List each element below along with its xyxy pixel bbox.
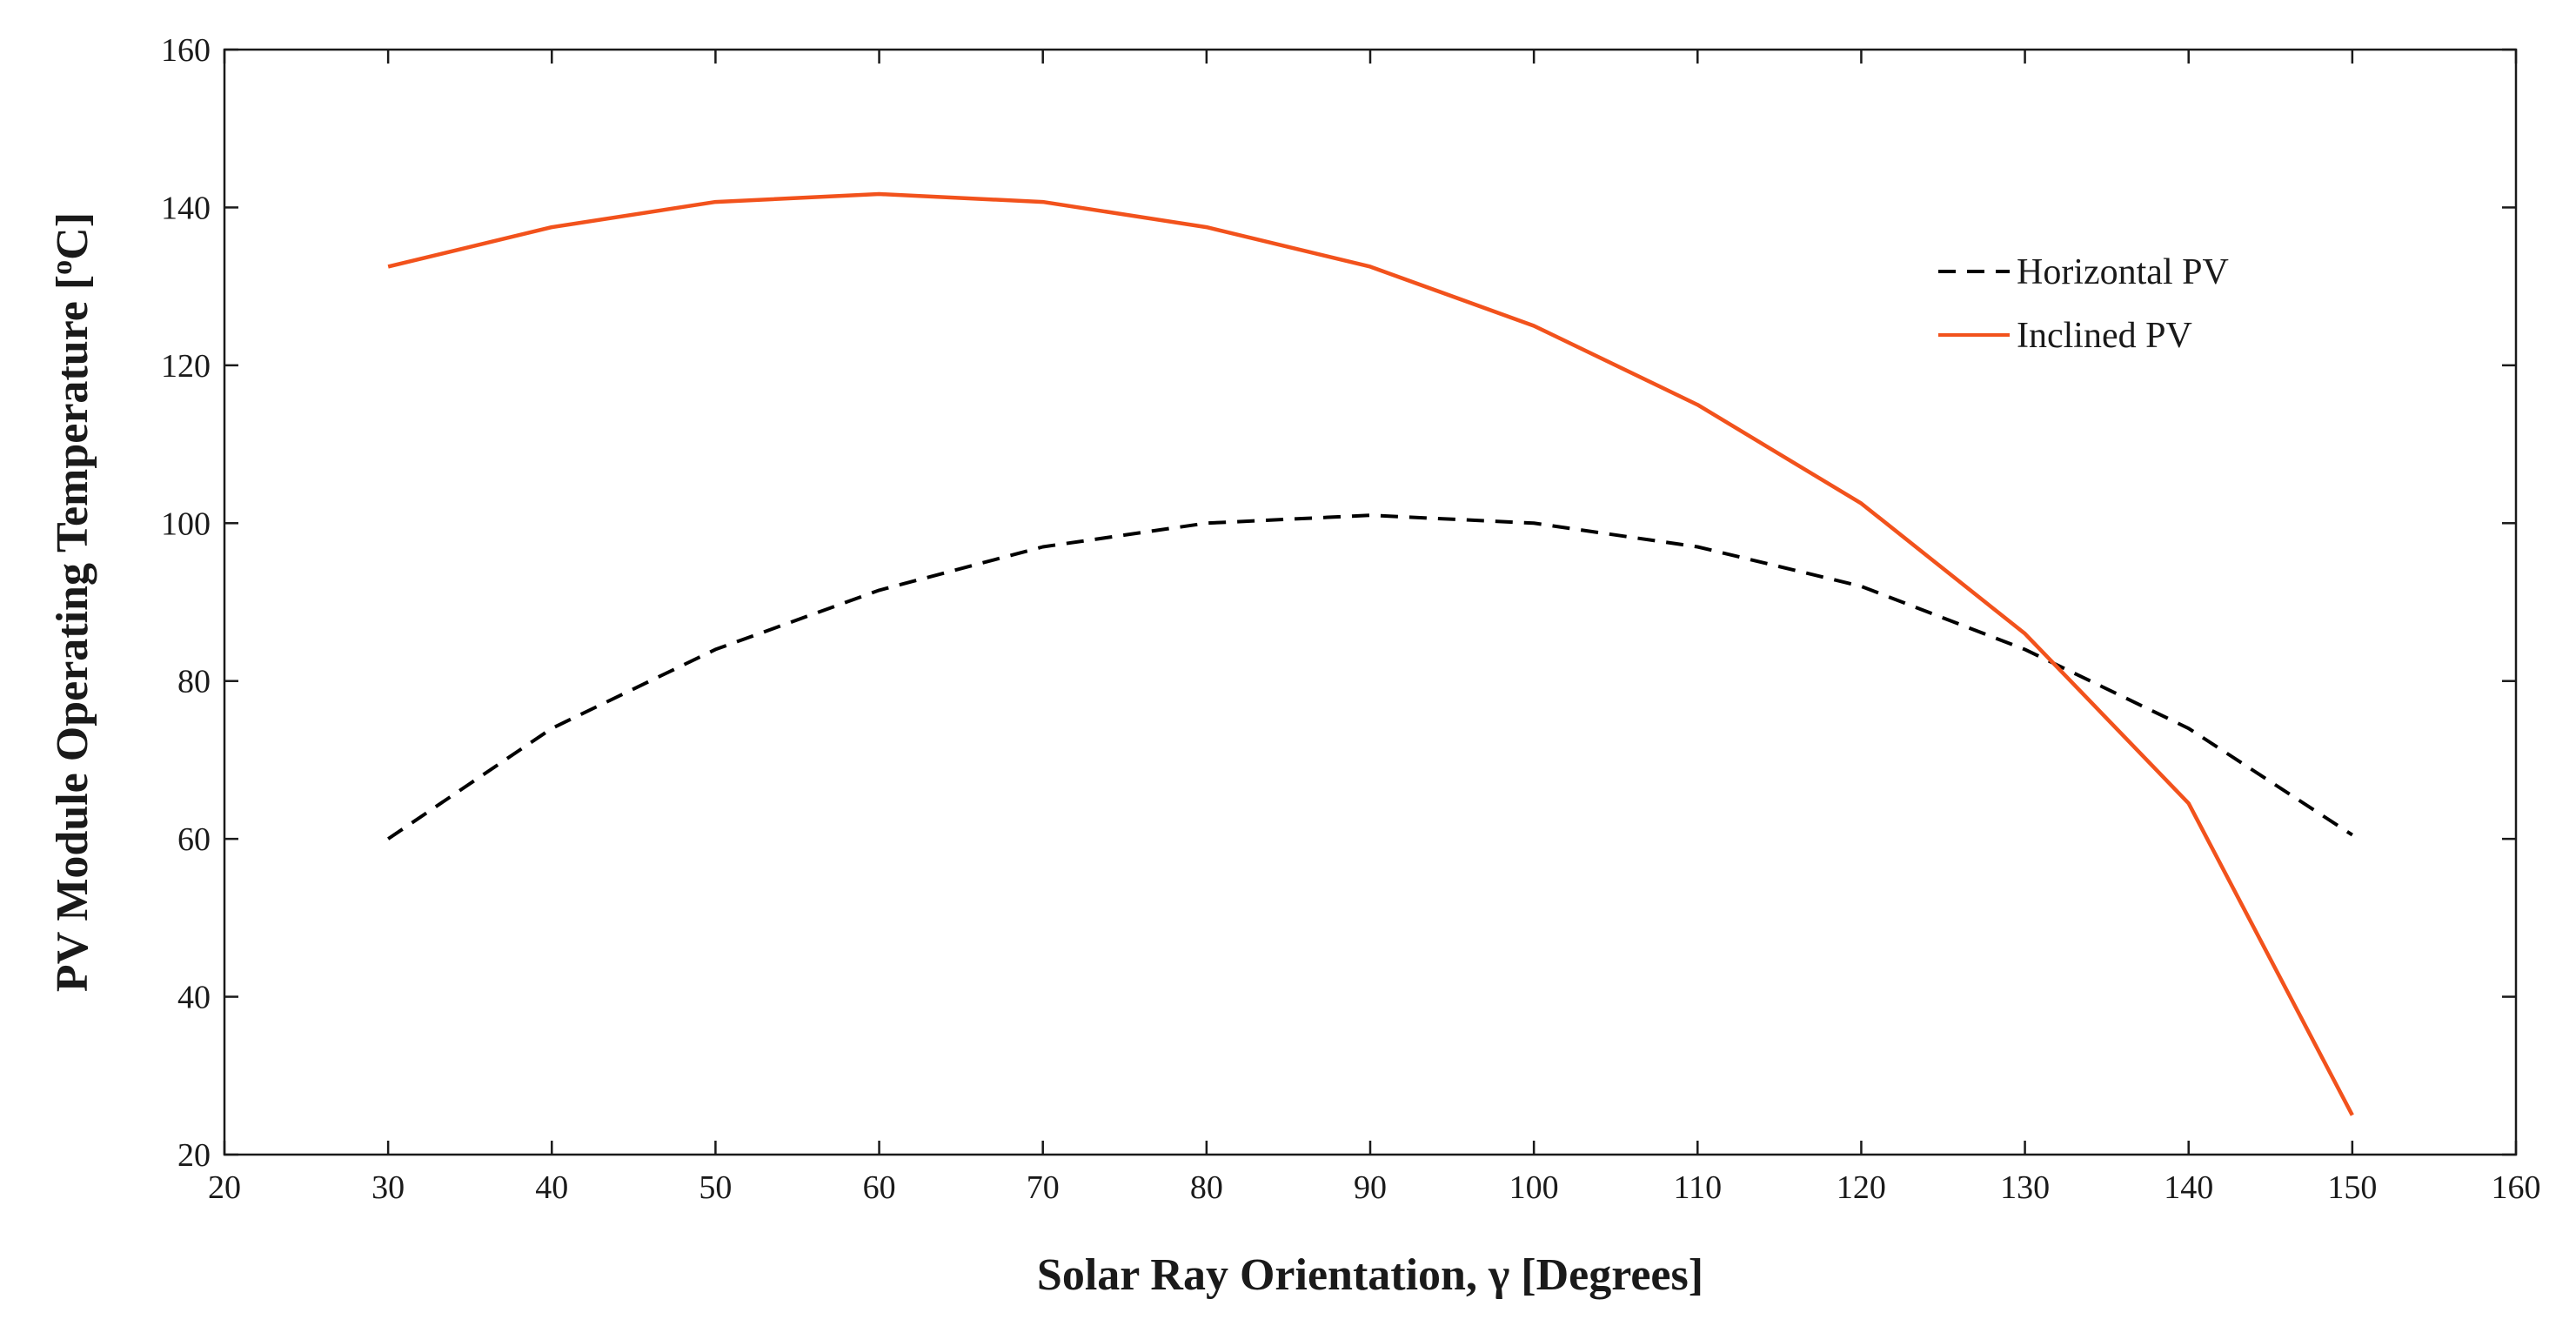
x-tick-label: 140 — [2164, 1169, 2213, 1206]
series-line-inclined-pv — [387, 191, 2354, 1116]
x-tick-label: 130 — [2000, 1169, 2050, 1206]
x-tick-label: 90 — [1354, 1169, 1387, 1206]
axis-ticks — [223, 48, 2518, 1156]
y-tick-label: 80 — [177, 664, 211, 700]
x-tick-label: 160 — [2492, 1169, 2541, 1206]
y-tick-label: 100 — [161, 506, 211, 542]
legend: Horizontal PV Inclined PV — [1938, 252, 2229, 356]
y-tick-label: 40 — [177, 980, 211, 1016]
y-axis-title-superscript: o — [46, 260, 78, 275]
x-tick-label: 40 — [535, 1169, 568, 1206]
y-tick-label: 140 — [161, 190, 211, 226]
x-tick-label: 60 — [863, 1169, 896, 1206]
x-tick-label: 20 — [208, 1169, 241, 1206]
y-axis-title-unit: C] — [48, 212, 97, 260]
y-axis-title-main: PV Module Operating Temperature [ — [48, 275, 97, 992]
x-tick-label: 110 — [1673, 1169, 1722, 1206]
x-tick-label: 80 — [1190, 1169, 1223, 1206]
y-tick-label: 120 — [161, 348, 211, 385]
y-tick-label: 20 — [177, 1137, 211, 1174]
x-tick-label: 70 — [1027, 1169, 1060, 1206]
y-tick-label: 60 — [177, 821, 211, 858]
x-tick-label: 100 — [1509, 1169, 1559, 1206]
series-layer — [387, 191, 2354, 1116]
legend-label: Inclined PV — [2017, 316, 2192, 356]
y-axis-title: PV Module Operating Temperature [oC] — [46, 212, 98, 992]
x-tick-label: 120 — [1837, 1169, 1886, 1206]
x-tick-label: 150 — [2327, 1169, 2377, 1206]
legend-label: Horizontal PV — [2017, 252, 2229, 292]
series-line-horizontal-pv — [387, 513, 2353, 840]
tick-labels: 20 30 40 50 60 70 80 90 100 110 120 130 140 150 160 20 4… — [161, 32, 2541, 1206]
x-tick-label: 30 — [371, 1169, 405, 1206]
x-tick-label: 50 — [699, 1169, 732, 1206]
x-axis-title: Solar Ray Orientation, γ [Degrees] — [1037, 1250, 1703, 1300]
y-tick-label: 160 — [161, 32, 211, 69]
